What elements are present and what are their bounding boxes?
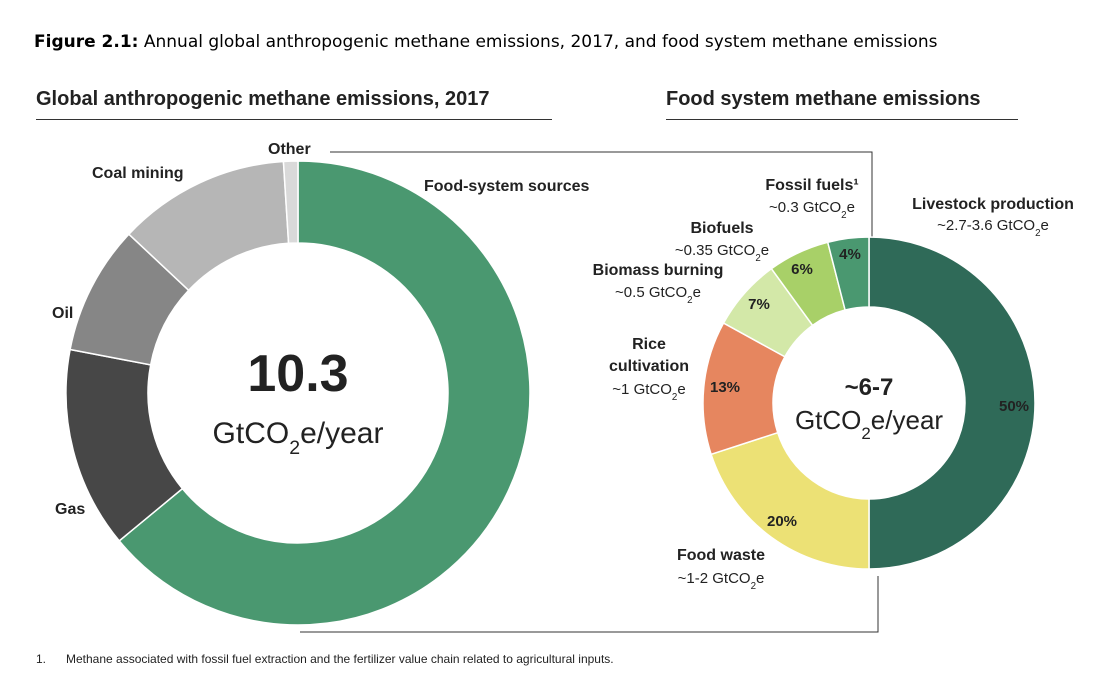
right-pct-livestock-production: 50% [999, 398, 1029, 415]
right-center-unit: GtCO2e/year [795, 405, 943, 443]
left-center-unit: GtCO2e/year [213, 417, 384, 459]
right-label-fossil-fuels: Fossil fuels¹ [765, 177, 858, 194]
right-pct-fossil-fuels: 4% [839, 246, 861, 263]
connector-top [330, 151, 873, 248]
left-center-value: 10.3 [247, 345, 348, 403]
right-label-biomass-burning: Biomass burning [593, 262, 724, 279]
right-annotation-food-waste: ~1-2 GtCO2e [678, 570, 765, 592]
figure-caption-text: Annual global anthropogenic methane emis… [138, 32, 938, 52]
right-annotation-livestock-production: ~2.7-3.6 GtCO2e [937, 217, 1049, 239]
left-label-food-system-sources: Food-system sources [424, 178, 589, 195]
right-pct-biofuels: 6% [791, 261, 813, 278]
left-label-oil: Oil [52, 305, 73, 322]
footnote: 1. Methane associated with fossil fuel ex… [36, 652, 614, 666]
left-slice-food-system-sources [118, 160, 531, 626]
right-pct-biomass-burning: 7% [748, 296, 770, 313]
left-label-other: Other [268, 141, 311, 158]
right-label-rice-cultivation-line1: Rice [632, 336, 666, 353]
right-label-livestock-production: Livestock production [912, 196, 1074, 213]
right-pct-food-waste: 20% [767, 513, 797, 530]
right-annotation-biomass-burning: ~0.5 GtCO2e [615, 284, 701, 306]
right-donut [702, 236, 1036, 570]
right-annotation-biofuels: ~0.35 GtCO2e [675, 242, 769, 264]
left-chart-title: Global anthropogenic methane emissions, … [36, 88, 552, 120]
right-annotation-fossil-fuels: ~0.3 GtCO2e [769, 199, 855, 221]
footnote-text: Methane associated with fossil fuel extr… [66, 652, 614, 666]
right-slice-fossil-fuels [826, 236, 870, 311]
right-label-food-waste: Food waste [677, 547, 765, 564]
right-slice-food-waste [710, 431, 870, 570]
right-slice-livestock-production [868, 236, 1036, 570]
right-pct-rice-cultivation: 13% [710, 379, 740, 396]
left-label-gas: Gas [55, 501, 85, 518]
right-center-value: ~6-7 [845, 374, 894, 401]
right-chart-title: Food system methane emissions [666, 88, 1018, 120]
left-donut [65, 160, 531, 626]
right-label-biofuels: Biofuels [690, 220, 753, 237]
right-annotation-rice-cultivation: ~1 GtCO2e [612, 381, 685, 403]
right-label-rice-cultivation-line2: cultivation [609, 358, 689, 375]
left-label-coal-mining: Coal mining [92, 165, 184, 182]
footnote-number: 1. [36, 652, 47, 666]
figure-caption: Figure 2.1: Annual global anthropogenic … [34, 32, 938, 52]
figure-label: Figure 2.1: [34, 32, 139, 52]
connector-bottom [300, 576, 879, 633]
left-slice-other [282, 160, 299, 245]
